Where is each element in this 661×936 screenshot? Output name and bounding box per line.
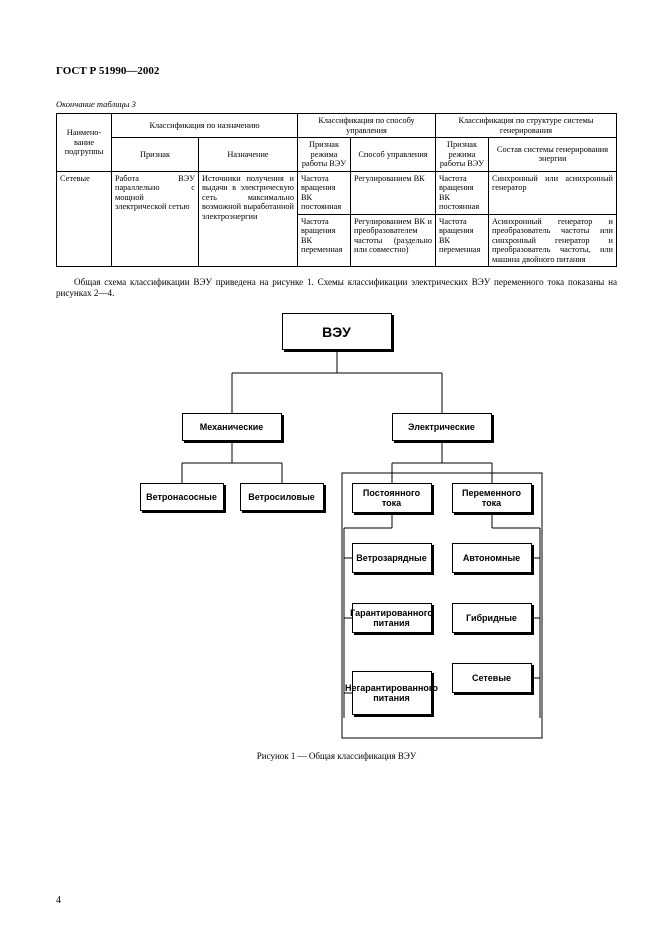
th-method: Способ управления <box>351 138 436 172</box>
th-purpose: Назначение <box>199 138 298 172</box>
cell-r2c3: Частота вращения ВК переменная <box>298 214 351 267</box>
th-composition: Состав системы генерирования энергии <box>489 138 617 172</box>
node-charge: Ветрозарядные <box>352 543 432 573</box>
node-hybrid: Гибридные <box>452 603 532 633</box>
th-group-method: Классификация по способу управления <box>298 114 436 138</box>
th-group-structure: Классификация по структуре системы генер… <box>436 114 617 138</box>
table-row: Сетевые Работа ВЭУ параллельно с мощной … <box>57 171 617 214</box>
table-caption: Окончание таблицы 3 <box>56 99 617 109</box>
cell-r1c4: Регулированием ВК <box>351 171 436 214</box>
figure-caption: Рисунок 1 — Общая классификация ВЭУ <box>56 751 617 761</box>
cell-r1c5: Частота вращения ВК постоянная <box>436 171 489 214</box>
th-mode2: Признак режима работы ВЭУ <box>436 138 489 172</box>
node-ac: Переменного тока <box>452 483 532 513</box>
body-paragraph: Общая схема классификации ВЭУ приведена … <box>56 277 617 299</box>
node-autonomous: Автономные <box>452 543 532 573</box>
cell-r2c4: Регулированием ВК и преобразователем час… <box>351 214 436 267</box>
document-title: ГОСТ Р 51990—2002 <box>56 65 617 77</box>
node-guaranteed: Гарантированного питания <box>352 603 432 633</box>
th-group-purpose: Классификация по назначению <box>112 114 298 138</box>
cell-r2c6: Асинхронный генератор и преобразователь … <box>489 214 617 267</box>
th-sign: Признак <box>112 138 199 172</box>
cell-r2c5: Частота вращения ВК переменная <box>436 214 489 267</box>
node-grid: Сетевые <box>452 663 532 693</box>
node-mechanical: Механические <box>182 413 282 441</box>
node-power: Ветросиловые <box>240 483 324 511</box>
classification-table: Наимено- вание подгруппы Классификация п… <box>56 113 617 267</box>
cell-purpose: Источники получения и выдачи в электриче… <box>199 171 298 267</box>
node-dc: Постоянного тока <box>352 483 432 513</box>
page-number: 4 <box>56 895 61 906</box>
node-pump: Ветронасосные <box>140 483 224 511</box>
node-electrical: Электрические <box>392 413 492 441</box>
cell-sign: Работа ВЭУ параллельно с мощной электрич… <box>112 171 199 267</box>
node-root: ВЭУ <box>282 313 392 350</box>
classification-diagram: ВЭУ Механические Электрические Ветронасо… <box>122 313 552 743</box>
cell-r1c3: Частота вращения ВК постоянная <box>298 171 351 214</box>
cell-name: Сетевые <box>57 171 112 267</box>
th-name: Наимено- вание подгруппы <box>57 114 112 172</box>
node-nonguaranteed: Негарантированного питания <box>352 671 432 715</box>
cell-r1c6: Синхронный или асинхронный генератор <box>489 171 617 214</box>
th-mode1: Признак режима работы ВЭУ <box>298 138 351 172</box>
